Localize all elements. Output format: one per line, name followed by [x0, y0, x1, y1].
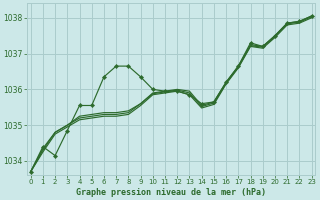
X-axis label: Graphe pression niveau de la mer (hPa): Graphe pression niveau de la mer (hPa): [76, 188, 266, 197]
